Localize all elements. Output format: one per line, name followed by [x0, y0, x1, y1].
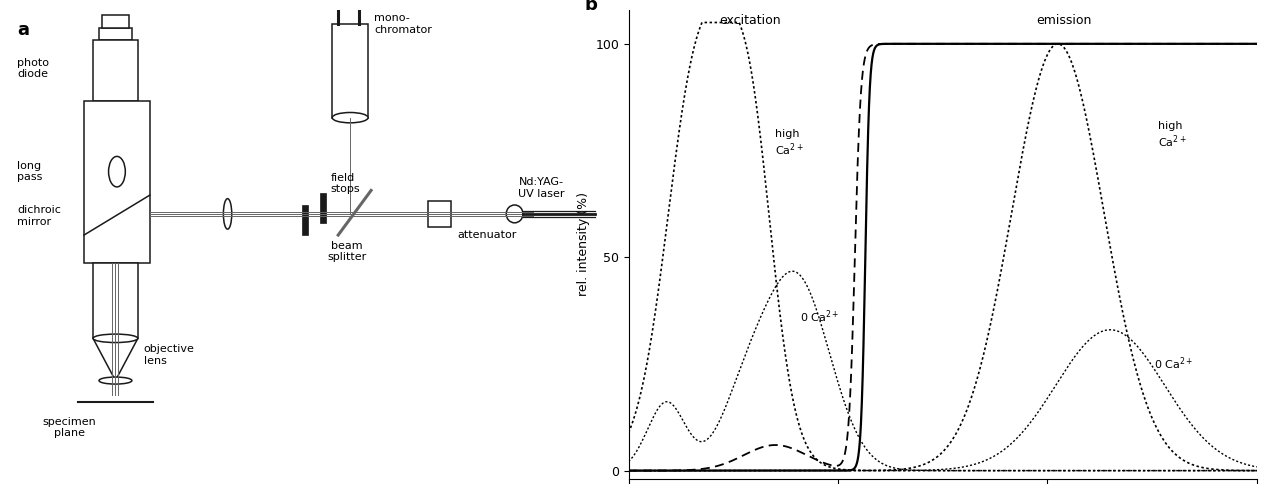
Text: Nd:YAG-
UV laser: Nd:YAG- UV laser	[518, 177, 565, 199]
Bar	[102, 15, 129, 29]
Text: long
pass: long pass	[18, 161, 43, 182]
Bar	[321, 193, 326, 223]
Ellipse shape	[109, 156, 125, 187]
Text: field
stops: field stops	[331, 173, 360, 194]
Ellipse shape	[224, 198, 231, 229]
Bar	[428, 201, 451, 227]
Text: 0 Ca$^{2+}$: 0 Ca$^{2+}$	[1154, 355, 1194, 372]
Text: a: a	[18, 21, 29, 39]
Bar	[93, 263, 138, 338]
Bar	[93, 40, 138, 101]
Text: objective
lens: objective lens	[144, 344, 195, 365]
Ellipse shape	[93, 334, 138, 343]
Text: emission: emission	[1037, 14, 1091, 27]
Ellipse shape	[99, 377, 131, 384]
Text: mono-
chromator: mono- chromator	[374, 13, 432, 34]
Text: photo
diode: photo diode	[18, 58, 49, 79]
Text: high
Ca$^{2+}$: high Ca$^{2+}$	[1158, 121, 1187, 150]
Text: beam
splitter: beam splitter	[327, 241, 366, 262]
Text: excitation: excitation	[720, 14, 781, 27]
Bar	[99, 29, 131, 40]
Bar	[332, 24, 368, 118]
Text: b: b	[585, 0, 597, 14]
Text: dichroic
mirror: dichroic mirror	[18, 205, 61, 227]
Ellipse shape	[332, 112, 368, 123]
Y-axis label: rel. intensity (%): rel. intensity (%)	[577, 193, 590, 296]
Text: high
Ca$^{2+}$: high Ca$^{2+}$	[775, 129, 805, 158]
Text: 0 Ca$^{2+}$: 0 Ca$^{2+}$	[801, 308, 840, 325]
Bar	[302, 205, 308, 235]
Bar	[85, 101, 150, 263]
Ellipse shape	[506, 205, 523, 223]
Text: specimen
plane: specimen plane	[42, 417, 96, 439]
Polygon shape	[93, 338, 138, 380]
Text: attenuator: attenuator	[457, 230, 517, 240]
